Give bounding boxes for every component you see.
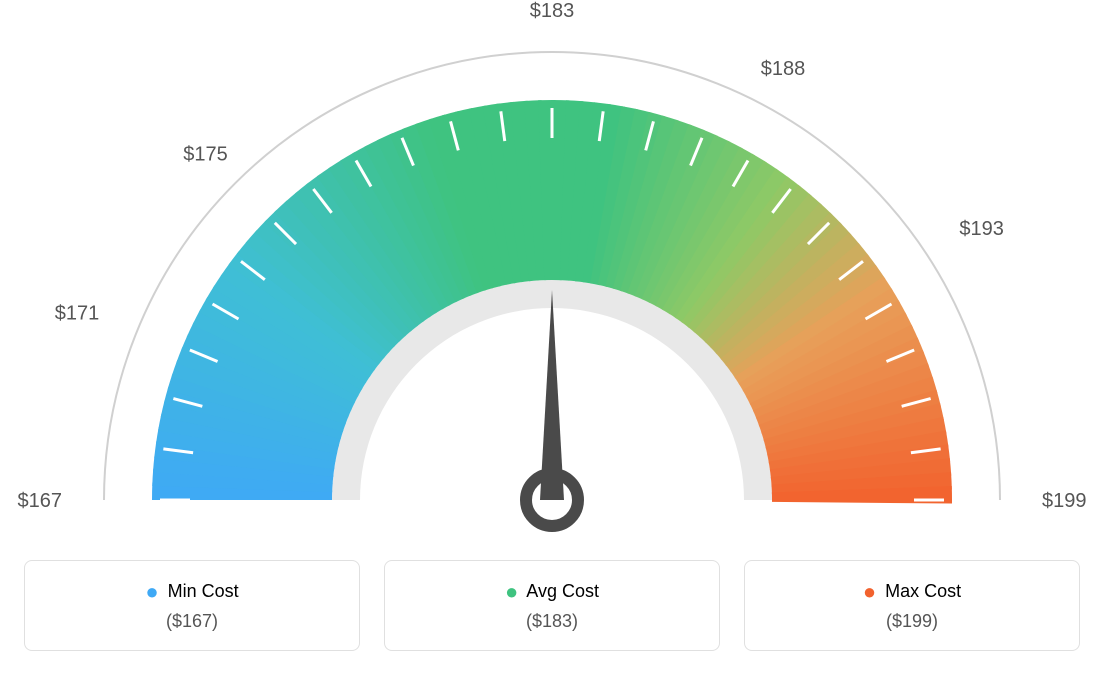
legend-row: ● Min Cost ($167) ● Avg Cost ($183) ● Ma… — [0, 560, 1104, 651]
gauge-svg: $167 $171 $175 $183 $188 $193 $199 — [0, 0, 1104, 560]
legend-max-card: ● Max Cost ($199) — [744, 560, 1080, 651]
legend-min-value: ($167) — [25, 611, 359, 632]
gauge-chart: $167 $171 $175 $183 $188 $193 $199 — [0, 0, 1104, 560]
legend-min-card: ● Min Cost ($167) — [24, 560, 360, 651]
legend-avg-label: ● Avg Cost — [385, 579, 719, 605]
svg-text:$175: $175 — [183, 144, 228, 166]
dot-icon: ● — [863, 579, 876, 604]
svg-text:$171: $171 — [55, 302, 100, 324]
legend-min-text: Min Cost — [168, 581, 239, 601]
legend-avg-value: ($183) — [385, 611, 719, 632]
svg-text:$167: $167 — [18, 490, 63, 512]
svg-text:$193: $193 — [959, 218, 1004, 240]
svg-text:$199: $199 — [1042, 490, 1087, 512]
legend-max-label: ● Max Cost — [745, 579, 1079, 605]
svg-text:$183: $183 — [530, 0, 575, 22]
legend-max-text: Max Cost — [885, 581, 961, 601]
legend-max-value: ($199) — [745, 611, 1079, 632]
dot-icon: ● — [505, 579, 518, 604]
legend-avg-card: ● Avg Cost ($183) — [384, 560, 720, 651]
legend-avg-text: Avg Cost — [526, 581, 599, 601]
svg-text:$188: $188 — [761, 58, 806, 80]
dot-icon: ● — [145, 579, 158, 604]
legend-min-label: ● Min Cost — [25, 579, 359, 605]
